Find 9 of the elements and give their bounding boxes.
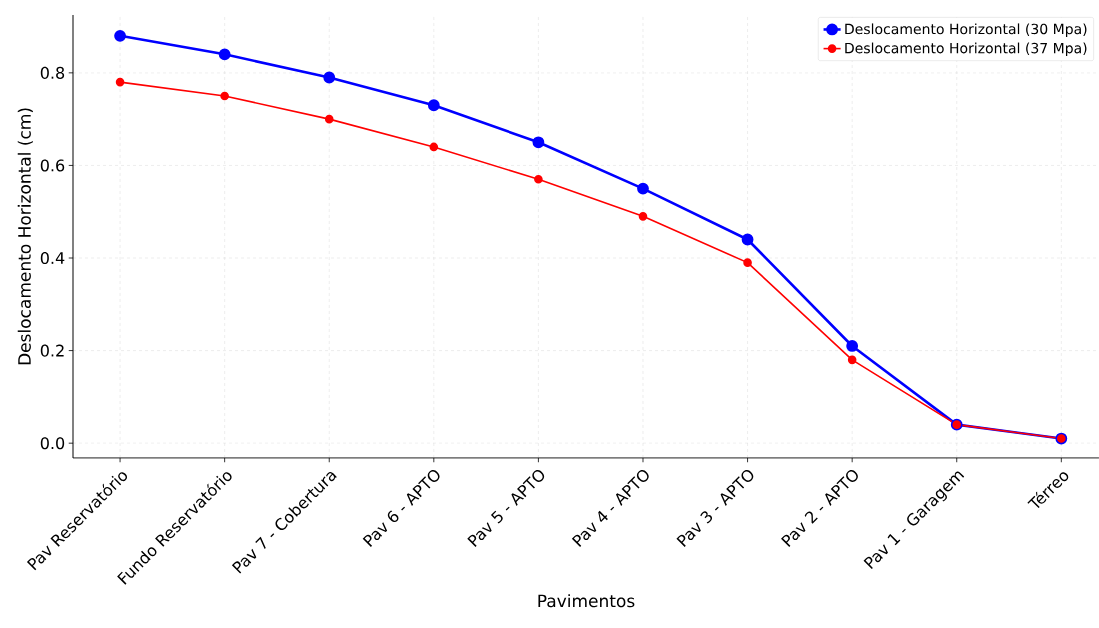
y-tick-label: 0.4: [40, 251, 65, 265]
legend-label: Deslocamento Horizontal (30 Mpa): [845, 23, 1087, 37]
y-tick-label: 0.2: [40, 344, 64, 357]
y-tick-label: 0.6: [40, 159, 65, 172]
y-axis-title: Deslocamento Horizontal (cm): [17, 108, 33, 365]
y-tick-label: 0.8: [40, 66, 65, 79]
y-tick-label: 0.0: [40, 437, 65, 450]
legend-label: Deslocamento Horizontal (37 Mpa): [845, 42, 1087, 57]
x-axis-title: Pavimentos: [538, 594, 635, 608]
